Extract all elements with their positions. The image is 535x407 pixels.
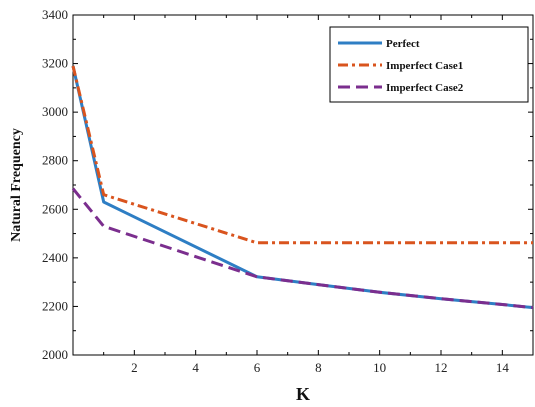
legend-label-2: Imperfect Case1 — [386, 60, 463, 72]
y-tick-label: 3200 — [42, 56, 68, 71]
x-tick-label: 8 — [315, 360, 322, 375]
y-tick-label: 3400 — [42, 7, 68, 22]
x-axis-title: K — [296, 384, 310, 404]
y-tick-label: 2600 — [42, 201, 68, 216]
y-tick-label: 2800 — [42, 153, 68, 168]
y-tick-label: 2400 — [42, 250, 68, 265]
series-line-2 — [71, 65, 533, 245]
y-axis-ticks: 2000 2200 2400 2600 2800 3000 3200 3400 — [42, 7, 533, 362]
x-tick-label: 2 — [131, 360, 138, 375]
series-line-1 — [71, 65, 534, 310]
y-axis-title: Natural Frequency — [9, 128, 24, 242]
y-tick-label: 2200 — [42, 298, 68, 313]
series-lines — [71, 65, 534, 310]
x-tick-label: 4 — [192, 360, 199, 375]
x-tick-label: 10 — [373, 360, 386, 375]
y-tick-label: 2000 — [42, 347, 68, 362]
legend-label-1: Perfect — [386, 38, 420, 50]
series-line-3 — [71, 187, 534, 310]
y-tick-label: 3000 — [42, 104, 68, 119]
x-axis-ticks: 2 4 6 8 10 12 14 — [103, 15, 534, 375]
x-tick-label: 14 — [496, 360, 510, 375]
x-tick-label: 12 — [435, 360, 448, 375]
legend: Perfect Imperfect Case1 Imperfect Case2 — [329, 26, 529, 103]
legend-label-3: Imperfect Case2 — [386, 82, 464, 94]
legend-items: Perfect Imperfect Case1 Imperfect Case2 — [338, 38, 464, 94]
x-tick-label: 6 — [254, 360, 261, 375]
